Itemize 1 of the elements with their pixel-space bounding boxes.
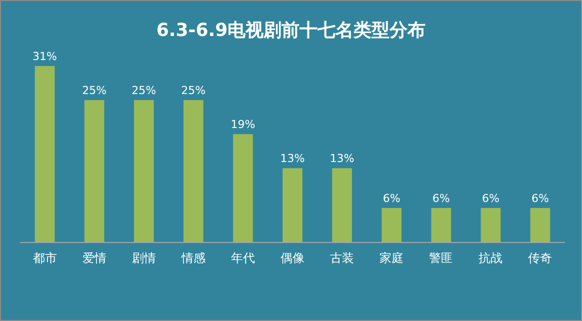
title: 6.3-6.9电视剧前十七名类型分布 xyxy=(156,20,426,41)
